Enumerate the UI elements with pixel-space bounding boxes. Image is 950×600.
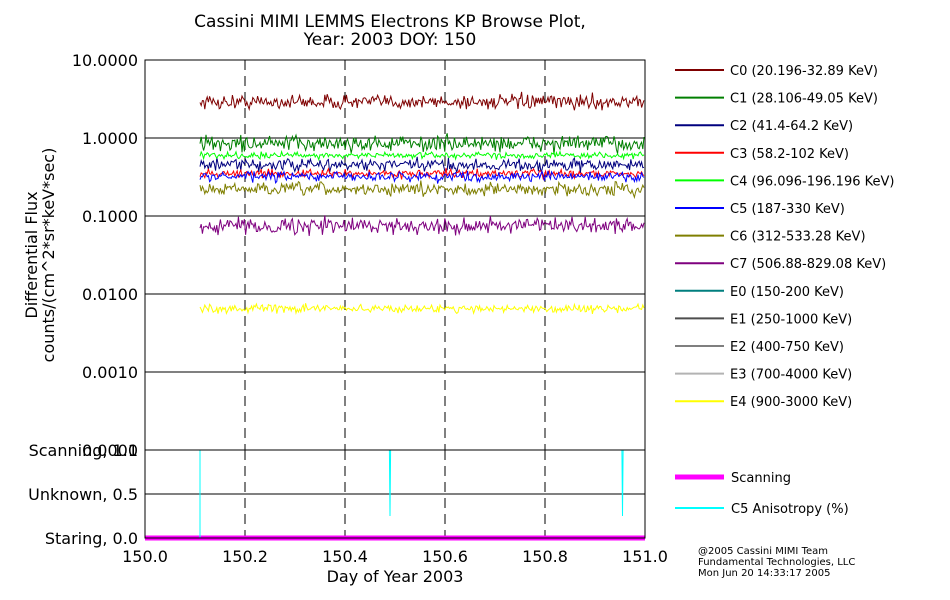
legend-label: C3 (58.2-102 KeV) <box>730 147 849 162</box>
status-y-tick-label: Unknown, 0.5 <box>28 485 138 504</box>
x-tick-label: 150.6 <box>422 547 468 566</box>
status-y-tick-labels: Scanning, 1.0 Unknown, 0.5 Staring, 0.0 <box>28 441 138 548</box>
flux-y-tick-label: 0.0100 <box>82 285 138 304</box>
status-panel-grid <box>145 449 645 539</box>
flux-series-lines <box>199 91 645 315</box>
series-line-c6 <box>199 180 645 200</box>
x-tick-label: 150.4 <box>322 547 368 566</box>
status-panel-frame <box>144 449 646 539</box>
flux-y-tick-label: 0.0001 <box>82 441 138 460</box>
x-tick-label: 150.8 <box>522 547 568 566</box>
y-axis-label-line1: Differential Flux <box>22 191 41 318</box>
x-tick-label: 150.2 <box>222 547 268 566</box>
legend-label: C1 (28.106-49.05 KeV) <box>730 92 878 107</box>
series-line-c1 <box>199 133 645 155</box>
x-axis-label: Day of Year 2003 <box>327 567 464 586</box>
flux-y-tick-label: 1.0000 <box>82 129 138 148</box>
y-axis-label-line2: counts/(cm^2*sr*keV*sec) <box>39 148 58 363</box>
legend-label: C5 Anisotropy (%) <box>731 502 849 517</box>
flux-panel-frame <box>144 59 646 451</box>
status-y-tick-label: Scanning, 1.0 <box>29 441 138 460</box>
series-line-c7 <box>199 215 645 237</box>
credit-line-3: Mon Jun 20 14:33:17 2005 <box>698 568 831 579</box>
legend-label: C2 (41.4-64.2 KeV) <box>730 119 853 134</box>
flux-y-tick-label: 0.0010 <box>82 363 138 382</box>
legend-label: C4 (96.096-196.196 KeV) <box>730 174 894 189</box>
legend-label: C0 (20.196-32.89 KeV) <box>730 64 878 79</box>
legend-label: E1 (250-1000 KeV) <box>730 312 852 327</box>
legend-label: E2 (400-750 KeV) <box>730 340 844 355</box>
flux-y-tick-labels: 10.0000 1.0000 0.1000 0.0100 0.0010 0.0001 <box>72 51 138 460</box>
flux-y-tick-label: 0.1000 <box>82 207 138 226</box>
legend-label: Scanning <box>731 471 791 486</box>
legend-label: C5 (187-330 KeV) <box>730 202 845 217</box>
x-tick-label: 150.0 <box>122 547 168 566</box>
x-tick-label: 151.0 <box>622 547 668 566</box>
series-line-c5 <box>199 169 645 184</box>
x-tick-labels: 150.0 150.2 150.4 150.6 150.8 151.0 <box>122 547 668 566</box>
flux-legend: C0 (20.196-32.89 KeV) C1 (28.106-49.05 Ke… <box>675 64 894 410</box>
legend-label: C7 (506.88-829.08 KeV) <box>730 257 886 272</box>
series-line-c3 <box>199 167 645 181</box>
series-line-c2 <box>199 156 645 174</box>
credit-line-1: @2005 Cassini MIMI Team <box>698 546 828 557</box>
status-y-tick-label: Staring, 0.0 <box>45 529 138 548</box>
legend-label: C6 (312-533.28 KeV) <box>730 230 866 245</box>
status-legend: Scanning C5 Anisotropy (%) <box>675 471 849 517</box>
credit-line-2: Fundamental Technologies, LLC <box>698 557 855 568</box>
flux-panel-grid <box>145 59 645 451</box>
chart-title-line1: Cassini MIMI LEMMS Electrons KP Browse P… <box>194 12 586 32</box>
legend-label: E4 (900-3000 KeV) <box>730 395 852 410</box>
legend-label: E0 (150-200 KeV) <box>730 285 844 300</box>
series-line-c0 <box>199 91 645 112</box>
flux-y-tick-label: 10.0000 <box>72 51 138 70</box>
series-line-c4 <box>199 149 645 162</box>
series-line-e4 <box>199 302 645 315</box>
legend-label: E3 (700-4000 KeV) <box>730 368 852 383</box>
chart-title-line2: Year: 2003 DOY: 150 <box>303 30 477 50</box>
